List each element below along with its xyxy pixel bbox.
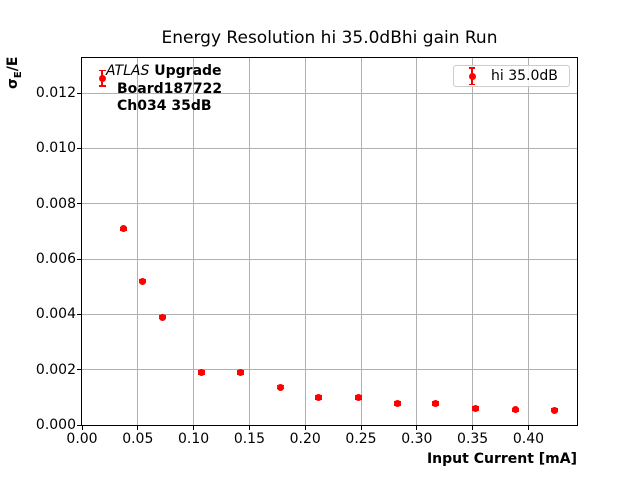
y-tick: [77, 203, 81, 205]
chart-title: Energy Resolution hi 35.0dBhi gain Run: [161, 28, 498, 48]
x-tick-label: 0.35: [457, 431, 489, 447]
x-gridline: [360, 58, 362, 425]
x-tick: [81, 426, 83, 430]
data-point: [550, 406, 558, 414]
x-gridline: [137, 58, 139, 425]
data-point: [511, 406, 519, 414]
y-tick-label: 0.006: [35, 251, 76, 268]
data-point: [158, 313, 166, 321]
x-gridline: [472, 58, 474, 425]
x-tick: [360, 426, 362, 430]
x-tick: [137, 426, 139, 430]
x-tick-label: 0.00: [66, 431, 98, 447]
x-tick: [304, 426, 306, 430]
data-point: [138, 277, 146, 285]
x-tick-label: 0.25: [345, 431, 377, 447]
data-point: [315, 394, 323, 402]
y-tick-label: 0.002: [35, 361, 76, 378]
y-tick: [77, 313, 81, 315]
data-point: [355, 394, 363, 402]
plot-area: [81, 57, 578, 426]
x-gridline: [527, 58, 529, 425]
y-tick-label: 0.010: [35, 140, 76, 157]
x-tick-label: 0.05: [122, 431, 154, 447]
x-gridline: [193, 58, 195, 425]
data-point: [432, 399, 440, 407]
y-tick-label: 0.008: [35, 195, 76, 212]
y-gridline: [82, 369, 577, 371]
legend: hi 35.0dB: [453, 65, 570, 87]
error-bar-cap: [98, 85, 106, 87]
y-gridline: [82, 203, 577, 205]
y-axis-label: σE/E: [5, 49, 27, 89]
x-axis-label: Input Current [mA]: [426, 451, 577, 467]
annotation-channel: Ch034 35dB: [117, 98, 212, 114]
annotation-line-experiment: ATLAS Upgrade: [106, 63, 222, 81]
data-point: [394, 399, 402, 407]
x-tick: [193, 426, 195, 430]
y-tick-label: 0.004: [35, 306, 76, 323]
x-tick: [248, 426, 250, 430]
y-axis-label-subscript: E: [12, 71, 24, 79]
data-point: [472, 404, 480, 412]
legend-label: hi 35.0dB: [491, 68, 558, 84]
y-tick: [77, 424, 81, 426]
y-tick: [77, 369, 81, 371]
annotation-block: ATLAS Upgrade Board187722 Ch034 35dB: [106, 63, 222, 116]
y-tick: [77, 92, 81, 94]
data-point: [197, 368, 205, 376]
x-tick-label: 0.20: [289, 431, 321, 447]
x-tick: [527, 426, 529, 430]
data-point: [98, 74, 106, 82]
x-gridline: [416, 58, 418, 425]
y-tick-label: 0.000: [35, 417, 76, 433]
y-tick-label: 0.012: [35, 85, 76, 102]
y-tick: [77, 258, 81, 260]
x-gridline: [248, 58, 250, 425]
y-gridline: [82, 258, 577, 260]
x-tick-label: 0.30: [401, 431, 433, 447]
data-point: [119, 225, 127, 233]
x-tick: [416, 426, 418, 430]
annotation-label: Upgrade: [154, 63, 222, 79]
data-point: [236, 368, 244, 376]
y-gridline: [82, 147, 577, 149]
x-tick-label: 0.10: [178, 431, 210, 447]
data-point: [277, 383, 285, 391]
x-gridline: [304, 58, 306, 425]
y-axis-label-sigma: σ: [5, 78, 21, 89]
y-gridline: [82, 313, 577, 315]
errorbar-marker-icon: [468, 67, 476, 85]
y-gridline: [82, 92, 577, 94]
y-tick: [77, 147, 81, 149]
annotation-experiment: ATLAS: [106, 63, 150, 79]
x-tick: [472, 426, 474, 430]
annotation-board: Board187722: [117, 80, 223, 97]
x-tick-label: 0.40: [512, 431, 545, 447]
error-bar-cap: [98, 69, 106, 72]
x-tick-label: 0.15: [233, 431, 265, 447]
y-axis-label-rest: /E: [5, 56, 21, 72]
